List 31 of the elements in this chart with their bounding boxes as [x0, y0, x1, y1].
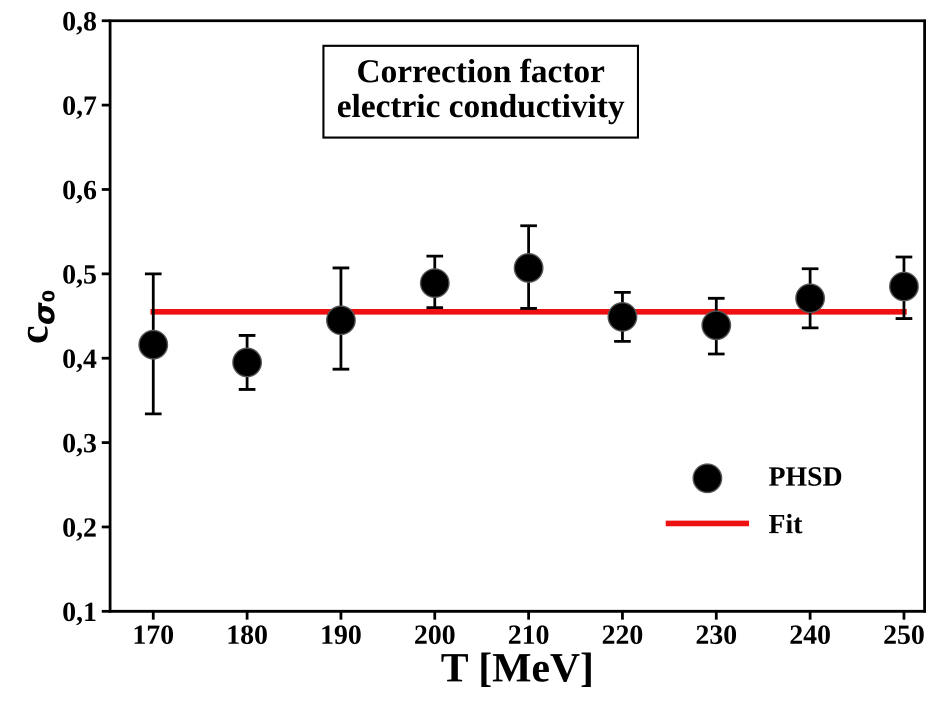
y-tick-label: 0,4 [63, 349, 96, 372]
x-tick-label: 190 [322, 625, 361, 644]
x-tick-label: 250 [884, 625, 924, 644]
y-tick-label: 0,8 [63, 12, 96, 35]
point [326, 305, 356, 336]
y-tick-label: 0,2 [63, 518, 96, 541]
point [138, 330, 168, 360]
y-tick-label: 0,5 [63, 265, 96, 288]
x-tick-label: 180 [228, 625, 267, 644]
x-axis-title: T [MeV] [441, 652, 591, 687]
y-tick-label: 0,3 [63, 434, 96, 457]
point [420, 268, 450, 298]
x-tick-label: 200 [415, 625, 455, 644]
y-tick-label: 0,7 [63, 96, 96, 120]
legend-label: Fit [768, 514, 802, 534]
annotation: Correction factor electric conductivity [338, 58, 624, 124]
point [889, 272, 919, 302]
x-tick-label: 240 [790, 625, 830, 644]
x-tick-label: 170 [134, 625, 174, 644]
y-tick-label: 0,6 [63, 180, 96, 204]
legend-label: PHSD [768, 467, 842, 486]
x-tick-label: 220 [602, 625, 642, 644]
point [608, 302, 638, 332]
point [795, 283, 826, 314]
x-tick-label: 230 [696, 625, 736, 644]
y-tick-label: 0,1 [63, 602, 96, 626]
y-axis-title: c$_{σ₀}$ [28, 290, 55, 343]
point [514, 253, 544, 283]
point [701, 310, 732, 340]
x-tick-label: 210 [508, 625, 548, 644]
point [232, 348, 262, 378]
